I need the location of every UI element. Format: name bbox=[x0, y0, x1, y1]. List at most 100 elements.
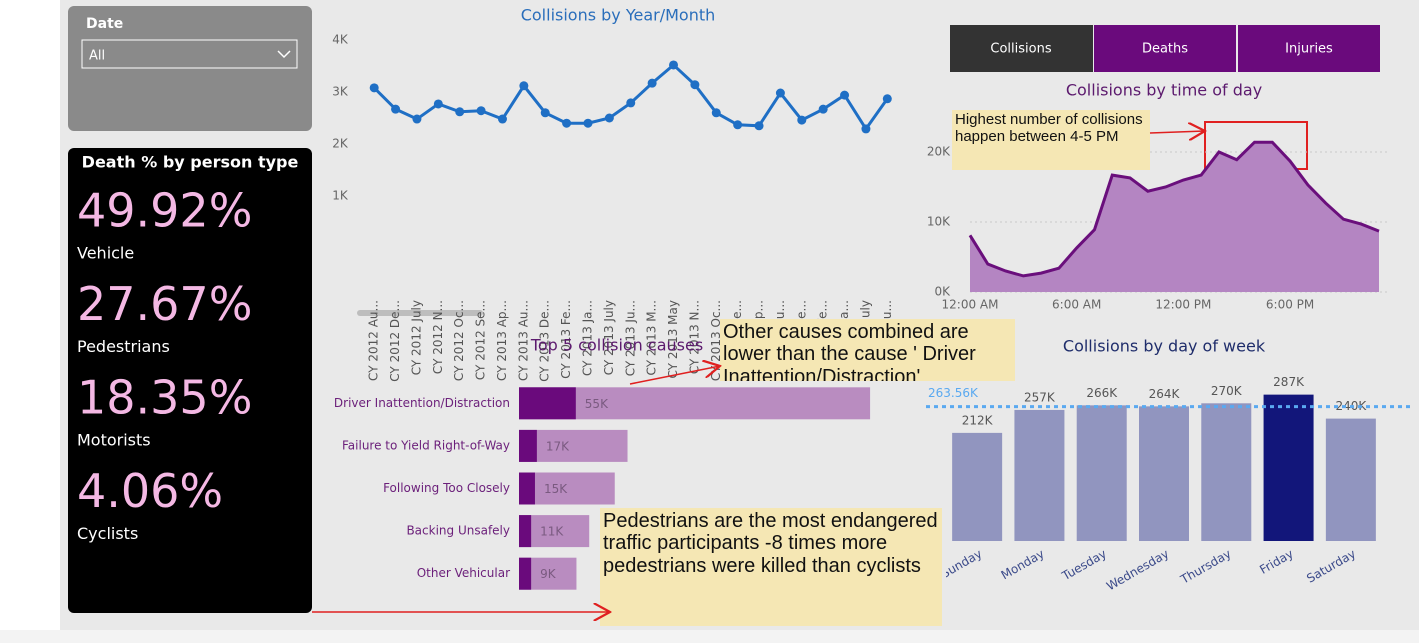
x-tick-label: CY 2012 Au... bbox=[367, 300, 381, 381]
button[interactable] bbox=[1238, 25, 1380, 72]
button-label[interactable]: Injuries bbox=[1285, 42, 1333, 57]
button[interactable] bbox=[950, 25, 1093, 72]
point bbox=[433, 99, 443, 109]
card-value: 18.35% bbox=[77, 371, 252, 425]
card-label: Cyclists bbox=[77, 524, 138, 543]
card-label: Vehicle bbox=[77, 244, 134, 263]
bar bbox=[519, 429, 537, 462]
data-label: 55K bbox=[585, 397, 609, 411]
point bbox=[604, 113, 614, 123]
point bbox=[840, 90, 850, 100]
bar bbox=[1325, 418, 1376, 541]
y-tick-label: 20K bbox=[927, 145, 951, 159]
point bbox=[412, 114, 422, 124]
bar bbox=[519, 515, 532, 548]
x-tick-label: CY 2013 May bbox=[666, 300, 680, 378]
data-label: 287K bbox=[1273, 375, 1305, 389]
card-value: 49.92% bbox=[77, 184, 252, 238]
point bbox=[669, 60, 679, 70]
y-tick-label: Other Vehicular bbox=[417, 566, 510, 580]
card-label: Pedestrians bbox=[77, 337, 170, 356]
annotation: Pedestrians are the most endangered traf… bbox=[600, 508, 942, 626]
annotation: Highest number of collisions happen betw… bbox=[952, 110, 1150, 170]
point bbox=[369, 83, 379, 93]
button-label[interactable]: Deaths bbox=[1142, 42, 1188, 57]
card-value: 27.67% bbox=[77, 277, 252, 331]
chart-title: Collisions by Year/Month bbox=[521, 6, 716, 25]
bar bbox=[1014, 409, 1065, 541]
point bbox=[775, 88, 785, 98]
data-label: 257K bbox=[1024, 390, 1056, 404]
chart-title: Collisions by day of week bbox=[1063, 337, 1266, 356]
x-tick-label: CY 2013 Fe... bbox=[559, 300, 573, 379]
y-tick-label: Failure to Yield Right-of-Way bbox=[342, 438, 510, 452]
point bbox=[882, 94, 892, 104]
y-tick-label: Driver Inattention/Distraction bbox=[334, 396, 510, 410]
chevron bbox=[277, 50, 291, 59]
chart-title: Top 5 collision causes bbox=[530, 336, 703, 355]
x-tick-label: CY 2012 Se... bbox=[474, 300, 488, 380]
x-tick-label: CY 2013 N... bbox=[687, 300, 701, 374]
card-label: Motorists bbox=[77, 431, 151, 450]
point bbox=[861, 124, 871, 134]
data-label: 212K bbox=[962, 413, 994, 427]
point bbox=[391, 104, 401, 114]
card-panel bbox=[68, 148, 312, 613]
bar bbox=[519, 429, 628, 462]
y-tick-label: 1K bbox=[332, 189, 349, 203]
point bbox=[455, 107, 465, 117]
x-tick-label: CY 2013 Ap... bbox=[495, 300, 509, 381]
bar bbox=[1201, 403, 1252, 541]
bar bbox=[1263, 394, 1314, 541]
bar bbox=[519, 387, 576, 420]
x-tick-label: CY 2013 Ju... bbox=[623, 300, 637, 376]
annotation: Other causes combined are lower than the… bbox=[720, 319, 1015, 381]
data-label: 266K bbox=[1086, 386, 1118, 400]
point bbox=[711, 108, 721, 118]
data-label: 15K bbox=[544, 482, 568, 496]
bar bbox=[519, 472, 535, 505]
bar bbox=[519, 557, 532, 590]
x-tick-label: CY 2013 M... bbox=[645, 300, 659, 375]
x-tick-label: 12:00 AM bbox=[942, 298, 999, 312]
x-tick-label: CY 2013 De... bbox=[538, 300, 552, 382]
y-tick-label: 10K bbox=[927, 215, 951, 229]
point bbox=[690, 80, 700, 90]
scrollbar[interactable] bbox=[357, 310, 483, 316]
x-tick-label: CY 2012 De... bbox=[388, 300, 402, 382]
x-tick-label: CY 2013 July bbox=[602, 300, 616, 375]
y-tick-label: Backing Unsafely bbox=[406, 524, 510, 538]
slicer-dropdown[interactable] bbox=[81, 39, 298, 69]
y-tick-label: 3K bbox=[332, 85, 349, 99]
bar bbox=[1139, 406, 1189, 541]
point bbox=[647, 78, 657, 88]
card-title: Death % by person type bbox=[82, 153, 299, 172]
point bbox=[733, 120, 743, 130]
point bbox=[818, 104, 828, 114]
x-tick-label: CY 2012 July bbox=[409, 300, 423, 375]
data-label: 11K bbox=[540, 525, 564, 539]
data-label: 9K bbox=[540, 567, 557, 581]
button[interactable] bbox=[1094, 25, 1236, 72]
x-tick-label: 12:00 PM bbox=[1155, 298, 1211, 312]
reference-label: 263.56K bbox=[928, 386, 979, 400]
bar bbox=[952, 432, 1003, 541]
point bbox=[583, 118, 593, 128]
bar bbox=[1076, 405, 1127, 541]
slicer-value[interactable]: All bbox=[89, 49, 105, 64]
point bbox=[626, 98, 636, 108]
slicer-label: Date bbox=[86, 16, 123, 32]
y-tick-label: 4K bbox=[332, 33, 349, 47]
point bbox=[476, 106, 486, 116]
point bbox=[519, 81, 529, 91]
point bbox=[497, 114, 507, 124]
y-tick-label: 0K bbox=[934, 285, 951, 299]
x-tick-label: CY 2012 Oc... bbox=[452, 300, 466, 381]
card-value: 4.06% bbox=[77, 464, 223, 518]
button-label[interactable]: Collisions bbox=[990, 42, 1051, 57]
y-tick-label: Following Too Closely bbox=[383, 481, 510, 495]
footer-strip bbox=[0, 630, 1419, 643]
x-tick-label: CY 2013 Ja... bbox=[580, 300, 594, 376]
